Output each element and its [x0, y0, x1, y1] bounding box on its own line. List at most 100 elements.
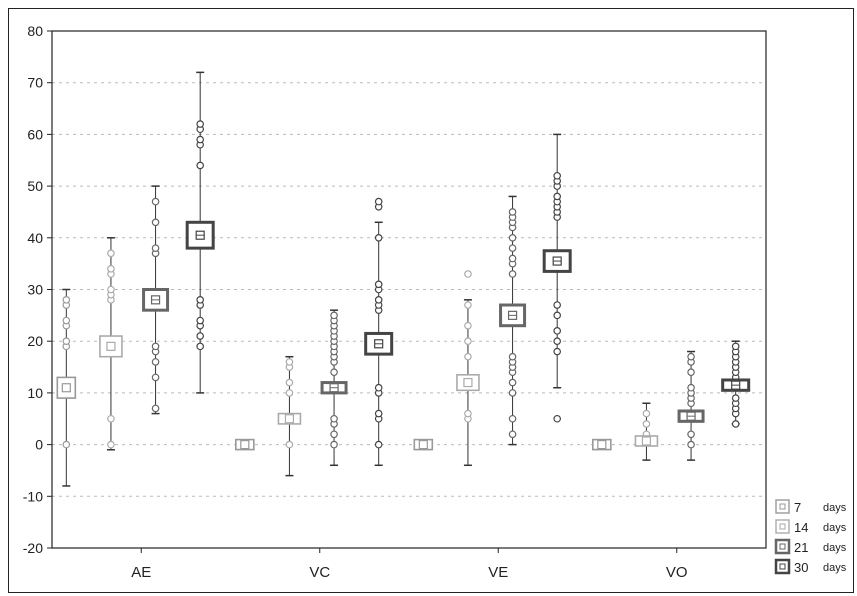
legend: 7 days 14 days 21 days 30 days [774, 499, 847, 575]
center-marker [597, 440, 607, 450]
data-point [62, 337, 71, 346]
data-point [687, 440, 695, 449]
center-marker [240, 440, 250, 450]
data-point [374, 440, 383, 449]
data-point [330, 414, 338, 423]
y-tick-label: 20 [27, 333, 43, 349]
data-point [553, 347, 561, 356]
data-point [62, 296, 71, 304]
data-point [464, 352, 472, 361]
box-AE-14-days [99, 237, 123, 451]
chart-frame [8, 8, 854, 593]
data-point [553, 311, 561, 320]
data-point [731, 394, 740, 402]
legend-swatch-inner [779, 543, 786, 550]
data-point [374, 383, 383, 392]
data-point [374, 409, 383, 418]
data-point [508, 352, 517, 361]
data-point [196, 135, 204, 144]
data-point [553, 171, 561, 180]
data-point [151, 404, 160, 413]
box-VO-21-days [677, 350, 705, 461]
box-VC-21-days [320, 309, 348, 467]
data-point [330, 368, 338, 377]
data-point [374, 296, 383, 304]
box-AE-7-days [56, 288, 77, 487]
data-point [508, 244, 517, 252]
legend-swatch-inner [779, 503, 786, 510]
data-point [508, 378, 517, 387]
grid-lines [52, 82, 766, 497]
data-point [151, 197, 160, 206]
data-point [196, 161, 204, 170]
data-point [196, 342, 204, 351]
y-tick-label: 30 [27, 282, 43, 298]
data-point [553, 337, 561, 346]
box-VC-7-days [235, 438, 255, 451]
data-point [464, 321, 472, 330]
box-AE-21-days [142, 185, 170, 415]
data-point [62, 316, 71, 325]
x-category-label: VE [488, 564, 508, 581]
x-category-label: VO [666, 564, 688, 581]
legend-item-30-days: 30 days [774, 558, 847, 575]
data-point [464, 270, 472, 278]
data-point [62, 440, 71, 449]
data-point [731, 420, 740, 428]
x-category-label: AE [131, 564, 151, 581]
center-marker [61, 383, 71, 393]
legend-unit: days [823, 522, 847, 534]
data-point [151, 244, 160, 252]
data-point [330, 430, 338, 439]
y-tick-label: 10 [27, 385, 43, 401]
data-point [374, 280, 383, 289]
legend-swatch-inner [779, 563, 786, 570]
data-point [196, 332, 204, 340]
data-point [508, 414, 517, 423]
box-VE-21-days [499, 195, 527, 446]
legend-swatch-inner [779, 523, 786, 530]
legend-value: 7 [794, 500, 801, 515]
data-point [464, 301, 472, 309]
data-point [107, 440, 115, 449]
data-point [464, 337, 472, 346]
center-marker [641, 436, 652, 446]
data-point [151, 218, 160, 227]
data-point [151, 358, 160, 366]
data-point [196, 296, 204, 304]
data-point [687, 368, 695, 377]
data-point [330, 440, 338, 449]
data-point [374, 234, 383, 242]
box-VC-14-days [277, 355, 302, 477]
y-tick-label: 0 [35, 437, 43, 453]
data-point [464, 409, 472, 418]
y-tick-label: 70 [27, 75, 43, 91]
data-point [196, 120, 204, 128]
data-point [731, 342, 740, 351]
data-point [687, 352, 695, 361]
data-point [508, 254, 517, 263]
data-point [374, 197, 383, 206]
y-axis: 80 70 60 50 40 30 20 10 0 -10 -20 [23, 23, 52, 556]
x-axis: AE VC VE VO [131, 548, 688, 581]
y-tick-label: -10 [23, 488, 43, 504]
y-tick-label: 80 [27, 23, 43, 39]
data-point [151, 373, 160, 382]
box-VE-30-days [542, 133, 572, 423]
data-point [508, 389, 517, 397]
data-point [107, 285, 115, 294]
box-VO-7-days [592, 438, 612, 451]
data-point [107, 249, 115, 258]
data-point [151, 342, 160, 351]
data-point [687, 383, 695, 392]
data-point [285, 358, 294, 366]
legend-item-21-days: 21 days [774, 538, 847, 555]
data-point [285, 389, 294, 397]
box-series [56, 71, 751, 487]
box-VE-7-days [413, 438, 434, 451]
box-VE-14-days [456, 270, 480, 467]
box-VO-30-days [721, 340, 751, 428]
center-marker [284, 414, 295, 424]
data-point [553, 192, 561, 201]
legend-value: 14 [794, 520, 808, 535]
